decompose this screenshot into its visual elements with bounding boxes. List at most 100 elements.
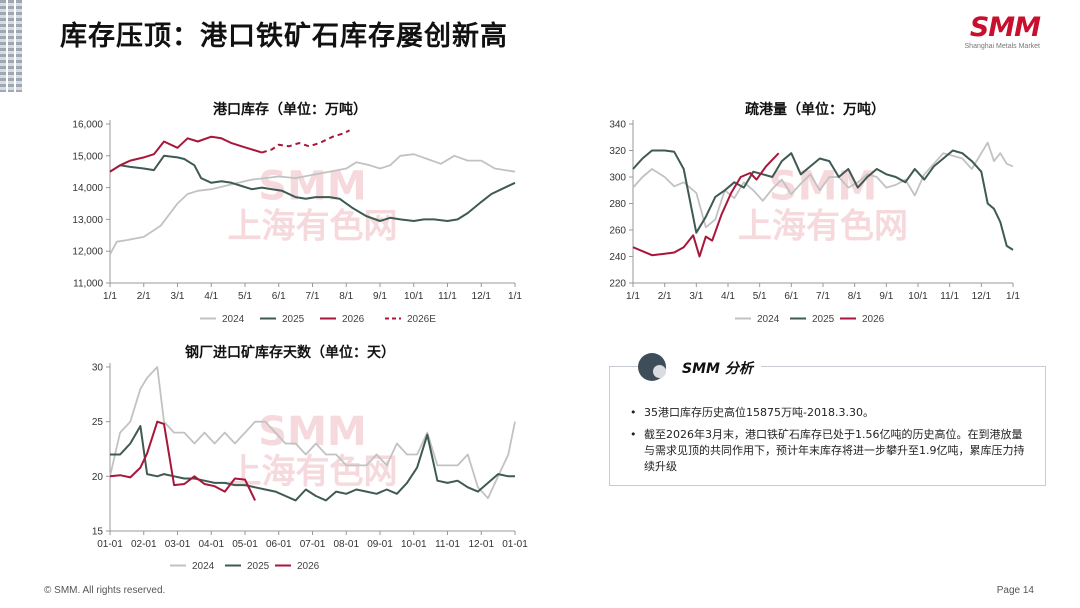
x-tick-label: 12/1 — [472, 291, 492, 302]
x-tick-label: 11-01 — [435, 539, 460, 550]
y-tick-label: 280 — [609, 199, 626, 210]
series-line-2024 — [632, 141, 1014, 229]
x-tick-label: 7/1 — [306, 291, 320, 302]
legend-label: 2025 — [282, 314, 305, 325]
analysis-panel: 35港口库存历史高位15875万吨-2018.3.30。 截至2026年3月末，… — [609, 366, 1046, 486]
analysis-icon — [638, 353, 668, 383]
x-tick-label: 4/1 — [721, 291, 735, 302]
y-tick-label: 340 — [609, 120, 626, 131]
x-tick-label: 9/1 — [373, 291, 387, 302]
x-tick-label: 3/1 — [171, 291, 185, 302]
x-tick-label: 8/1 — [848, 291, 862, 302]
port-throughput-chart: 疏港量（单位：万吨） SMM 上海有色网 220 240 260 280 300 320 340 1… — [585, 98, 1035, 338]
x-tick-label: 10/1 — [908, 291, 928, 302]
series-line-2026e — [261, 129, 351, 154]
y-tick-label: 20 — [92, 472, 104, 483]
series-line-2026 — [109, 135, 263, 173]
watermark-text: 上海有色网 — [228, 207, 398, 247]
series-line-2026 — [632, 152, 780, 258]
x-tick-label: 12/1 — [972, 291, 992, 302]
footer-page-number: Page 14 — [996, 585, 1034, 596]
x-tick-label: 04-01 — [198, 539, 224, 550]
y-tick-label: 15 — [92, 527, 104, 538]
x-tick-label: 07-01 — [300, 539, 326, 550]
analysis-bullet: 截至2026年3月末，港口铁矿石库存已处于1.56亿吨的历史高位。在到港放量与需… — [630, 427, 1025, 475]
x-tick-label: 5/1 — [238, 291, 252, 302]
legend-label: 2026 — [862, 314, 885, 325]
x-tick-label: 02-01 — [131, 539, 157, 550]
smm-logo: SMM Shanghai Metals Market — [964, 12, 1041, 50]
chart-title: 疏港量（单位：万吨） — [745, 101, 885, 118]
legend-label: 2024 — [192, 561, 215, 572]
x-tick-label: 11/1 — [940, 291, 959, 302]
y-tick-label: 16,000 — [72, 120, 103, 131]
chart-svg: 疏港量（单位：万吨）SMM上海有色网2202402602803003203401… — [609, 101, 1020, 325]
x-tick-label: 9/1 — [879, 291, 893, 302]
x-tick-label: 10-01 — [401, 539, 427, 550]
x-tick-label: 05-01 — [232, 539, 258, 550]
decorative-stripe — [0, 0, 22, 92]
y-tick-label: 320 — [609, 146, 626, 157]
y-tick-label: 240 — [609, 252, 626, 263]
x-tick-label: 2/1 — [658, 291, 672, 302]
series-line-2025 — [632, 149, 1014, 251]
series-line-2026 — [109, 420, 256, 501]
x-tick-label: 3/1 — [689, 291, 703, 302]
y-tick-label: 25 — [92, 417, 104, 428]
x-tick-label: 1/1 — [103, 291, 117, 302]
chart-title: 钢厂进口矿库存天数（单位：天） — [185, 344, 395, 361]
x-tick-label: 10/1 — [404, 291, 424, 302]
logo-subtitle: Shanghai Metals Market — [964, 43, 1040, 50]
x-tick-label: 7/1 — [816, 291, 830, 302]
x-tick-label: 6/1 — [272, 291, 286, 302]
y-tick-label: 220 — [609, 279, 626, 290]
x-tick-label: 1/1 — [1006, 291, 1020, 302]
y-tick-label: 260 — [609, 226, 626, 237]
x-tick-label: 09-01 — [367, 539, 393, 550]
x-tick-label: 08-01 — [333, 539, 359, 550]
x-tick-label: 12-01 — [468, 539, 494, 550]
page-title: 库存压顶：港口铁矿石库存屡创新高 — [60, 21, 508, 52]
port-inventory-chart: 港口库存（单位：万吨） SMM 上海有色网 11,000 12,000 13,000 14,… — [40, 98, 540, 338]
x-tick-label: 03-01 — [165, 539, 191, 550]
legend-label: 2026E — [407, 314, 436, 325]
x-tick-label: 11/1 — [438, 291, 457, 302]
analysis-title: SMM 分析 — [682, 361, 753, 377]
chart-title: 港口库存（单位：万吨） — [213, 101, 367, 118]
y-tick-label: 13,000 — [72, 215, 103, 226]
series-line-2025 — [109, 154, 516, 222]
x-tick-label: 06-01 — [266, 539, 292, 550]
x-tick-label: 01-01 — [502, 539, 528, 550]
legend-label: 2025 — [247, 561, 270, 572]
legend-label: 2024 — [757, 314, 780, 325]
y-tick-label: 14,000 — [72, 183, 103, 194]
x-tick-label: 4/1 — [204, 291, 218, 302]
legend-label: 2024 — [222, 314, 245, 325]
x-tick-label: 8/1 — [339, 291, 353, 302]
legend-label: 2026 — [297, 561, 320, 572]
analysis-bullet: 35港口库存历史高位15875万吨-2018.3.30。 — [630, 405, 1025, 421]
legend-label: 2025 — [812, 314, 835, 325]
watermark-text: 上海有色网 — [228, 452, 398, 492]
logo-text: SMM — [969, 12, 1041, 43]
x-tick-label: 1/1 — [626, 291, 640, 302]
watermark-logo: SMM — [258, 164, 366, 210]
y-tick-label: 30 — [92, 363, 104, 374]
watermark-text: 上海有色网 — [738, 207, 908, 247]
series-line-2024 — [109, 153, 516, 255]
mill-inventory-days-chart: 钢厂进口矿库存天数（单位：天） SMM 上海有色网 15 20 25 30 01-01 02-0… — [40, 343, 540, 587]
y-tick-label: 12,000 — [72, 247, 103, 258]
y-tick-label: 15,000 — [72, 151, 103, 162]
y-tick-label: 11,000 — [73, 279, 103, 290]
y-tick-label: 300 — [609, 173, 626, 184]
series-line-2024 — [109, 366, 516, 500]
analysis-bullets: 35港口库存历史高位15875万吨-2018.3.30。 截至2026年3月末，… — [630, 405, 1025, 481]
x-tick-label: 2/1 — [137, 291, 151, 302]
x-tick-label: 6/1 — [784, 291, 798, 302]
x-tick-label: 1/1 — [508, 291, 522, 302]
footer-copyright: © SMM. All rights reserved. — [44, 585, 166, 596]
x-tick-label: 01-01 — [97, 539, 123, 550]
legend-label: 2026 — [342, 314, 365, 325]
